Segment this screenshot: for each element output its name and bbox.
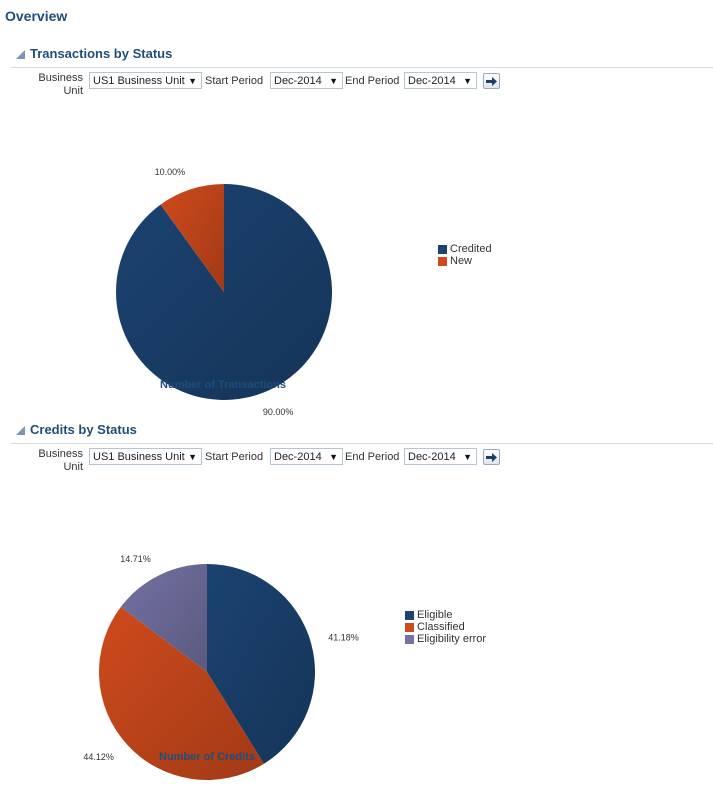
pie-slice-eligibility-error[interactable] xyxy=(120,564,207,672)
pie-slice-new[interactable] xyxy=(160,184,224,292)
legend-item[interactable]: New xyxy=(438,255,492,267)
end-period-value: Dec-2014 xyxy=(408,75,456,87)
end-period-value: Dec-2014 xyxy=(408,451,456,463)
legend-swatch xyxy=(438,244,447,254)
legend-label: Credited xyxy=(450,243,492,255)
page-title: Overview xyxy=(5,8,68,24)
collapse-triangle-icon[interactable] xyxy=(16,425,25,435)
section-header[interactable]: Credits by Status xyxy=(16,420,137,438)
dropdown-arrow-icon: ▼ xyxy=(463,452,472,462)
collapse-triangle-icon[interactable] xyxy=(16,49,25,59)
pie-slice-eligible[interactable] xyxy=(207,564,315,764)
start-period-select[interactable]: Dec-2014 ▼ xyxy=(270,72,343,89)
legend-label: Classified xyxy=(417,621,465,633)
chart-caption: Number of Credits xyxy=(159,751,255,763)
legend-swatch xyxy=(438,256,447,266)
pie-data-label: 90.00% xyxy=(263,407,294,417)
end-period-select[interactable]: Dec-2014 ▼ xyxy=(404,448,477,465)
legend-item[interactable]: Credited xyxy=(438,243,492,255)
credits-section: Credits by Status Business Unit US1 Busi… xyxy=(0,420,713,800)
dropdown-arrow-icon: ▼ xyxy=(188,452,197,462)
start-period-value: Dec-2014 xyxy=(274,451,322,463)
end-period-label: End Period xyxy=(345,75,400,87)
legend-item[interactable]: Classified xyxy=(405,621,486,633)
transactions-pie-chart: 90.00% 10.00% xyxy=(116,167,333,417)
chart-legend: Credited New xyxy=(438,243,492,267)
filter-bar: Business Unit US1 Business Unit ▼ Start … xyxy=(0,72,713,102)
filter-bar: Business Unit US1 Business Unit ▼ Start … xyxy=(0,448,713,478)
end-period-label: End Period xyxy=(345,451,400,463)
pie-slice-credited[interactable] xyxy=(116,184,333,400)
business-unit-value: US1 Business Unit xyxy=(93,451,185,463)
dropdown-arrow-icon: ▼ xyxy=(329,452,338,462)
dropdown-arrow-icon: ▼ xyxy=(463,76,472,86)
business-unit-select[interactable]: US1 Business Unit ▼ xyxy=(89,72,202,89)
go-button[interactable] xyxy=(483,449,500,465)
section-title: Transactions by Status xyxy=(30,45,173,61)
dropdown-arrow-icon: ▼ xyxy=(329,76,338,86)
chart-legend: Eligible Classified Eligibility error xyxy=(405,609,486,645)
section-header[interactable]: Transactions by Status xyxy=(16,44,172,62)
pie-data-label: 10.00% xyxy=(155,167,186,177)
section-title: Credits by Status xyxy=(30,421,137,437)
start-period-select[interactable]: Dec-2014 ▼ xyxy=(270,448,343,465)
pie-slice-classified[interactable] xyxy=(98,606,264,781)
legend-item[interactable]: Eligible xyxy=(405,609,486,621)
section-divider xyxy=(10,67,713,68)
business-unit-select[interactable]: US1 Business Unit ▼ xyxy=(89,448,202,465)
legend-label: New xyxy=(450,255,473,267)
go-button[interactable] xyxy=(483,73,500,89)
start-period-label: Start Period xyxy=(205,451,264,463)
transactions-section: Transactions by Status Business Unit US1… xyxy=(0,44,713,417)
legend-swatch xyxy=(405,622,414,632)
end-period-select[interactable]: Dec-2014 ▼ xyxy=(404,72,477,89)
pie-data-label: 41.18% xyxy=(328,633,359,643)
legend-swatch xyxy=(405,610,414,620)
start-period-label: Start Period xyxy=(205,75,264,87)
credits-pie-chart: 41.18% 44.12% 14.71% xyxy=(83,554,359,781)
business-unit-label: Business Unit xyxy=(38,448,83,473)
business-unit-value: US1 Business Unit xyxy=(93,75,185,87)
legend-swatch xyxy=(405,634,414,644)
chart-caption: Number of Transactions xyxy=(160,379,286,391)
dropdown-arrow-icon: ▼ xyxy=(188,76,197,86)
legend-label: Eligible xyxy=(417,609,453,621)
start-period-value: Dec-2014 xyxy=(274,75,322,87)
legend-label: Eligibility error xyxy=(417,633,487,645)
legend-item[interactable]: Eligibility error xyxy=(405,633,486,645)
arrow-right-icon xyxy=(486,76,497,86)
business-unit-label: Business Unit xyxy=(38,72,83,97)
arrow-right-icon xyxy=(486,452,497,462)
pie-data-label: 14.71% xyxy=(120,554,151,564)
pie-data-label: 44.12% xyxy=(83,752,114,762)
section-divider xyxy=(10,443,713,444)
